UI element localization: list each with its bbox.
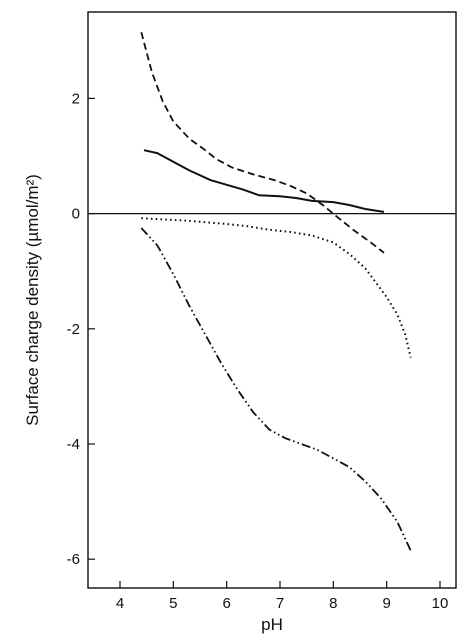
- x-tick-label: 7: [276, 595, 284, 612]
- x-tick-label: 10: [432, 595, 449, 612]
- y-axis-ticks: 2 0 -2 -4 -6: [67, 90, 95, 568]
- x-tick-label: 4: [116, 595, 124, 612]
- series-line-dotted: [141, 217, 412, 358]
- y-tick-label: 0: [72, 206, 80, 223]
- series-line-solid: [143, 149, 385, 213]
- x-axis-ticks: 4 5 6 7 8 9 10: [116, 581, 449, 612]
- y-tick-label: -4: [67, 436, 80, 453]
- y-tick-label: -6: [67, 551, 80, 568]
- y-tick-label: -2: [67, 321, 80, 338]
- series-layer: [140, 31, 412, 551]
- x-axis-label: pH: [261, 615, 283, 634]
- plot-frame: [87, 11, 457, 589]
- series-line-dash-dot-dot: [140, 227, 412, 551]
- series-line-dashed: [140, 31, 385, 254]
- x-tick-label: 9: [382, 595, 390, 612]
- x-tick-label: 6: [222, 595, 230, 612]
- x-tick-label: 8: [329, 595, 337, 612]
- y-axis-label: Surface charge density (µmol/m²): [23, 174, 42, 426]
- x-tick-label: 5: [169, 595, 177, 612]
- y-tick-label: 2: [72, 90, 80, 107]
